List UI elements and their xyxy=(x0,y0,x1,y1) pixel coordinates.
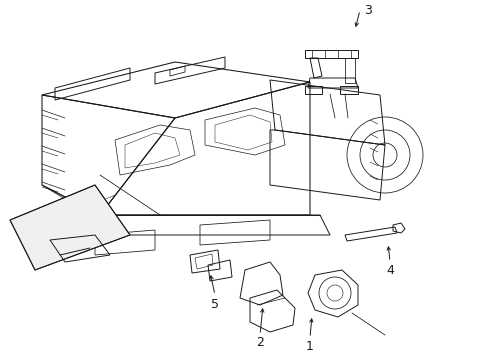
Text: 5: 5 xyxy=(211,298,219,311)
Text: 1: 1 xyxy=(306,341,314,354)
Polygon shape xyxy=(10,185,130,270)
Text: 4: 4 xyxy=(386,264,394,276)
Text: 3: 3 xyxy=(364,4,372,17)
Text: 2: 2 xyxy=(256,337,264,350)
